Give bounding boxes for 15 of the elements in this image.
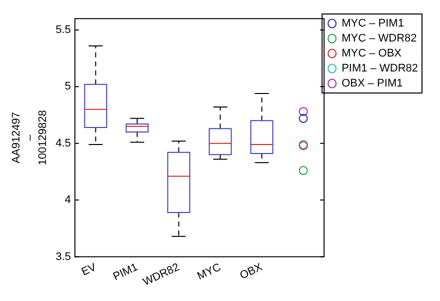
legend-label: OBX – PIM1 (342, 78, 403, 90)
legend-label: PIM1 – WDR82 (342, 62, 418, 75)
y-tick-label: 5 (64, 80, 71, 93)
y-tick-label: 3.5 (56, 250, 71, 263)
y-tick-label: 4 (64, 194, 71, 206)
x-tick-label: PIM1 (111, 261, 140, 284)
legend-label: MYC – PIM1 (342, 18, 404, 30)
y-tick-label: 4.5 (56, 137, 71, 150)
x-tick-label: EV (80, 261, 99, 278)
x-tick-label: MYC (196, 261, 223, 283)
legend-label: MYC – WDR82 (342, 32, 417, 45)
x-tick-label: OBX (238, 261, 265, 282)
legend-label: MYC – OBX (342, 48, 402, 60)
y-tick-label: 5.5 (56, 24, 71, 36)
y-axis-title: AA912497 – 100129828 (10, 110, 50, 166)
